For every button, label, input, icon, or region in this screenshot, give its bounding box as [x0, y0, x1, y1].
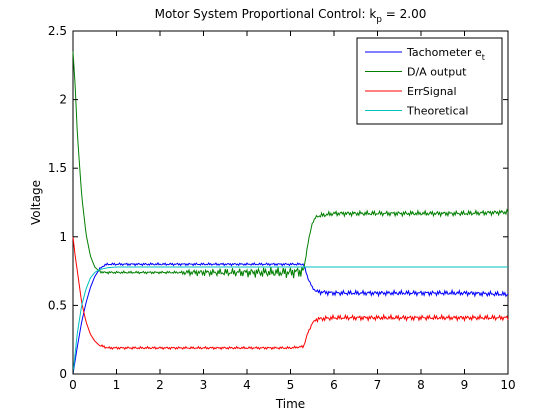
x-tick-label: 8 — [417, 378, 425, 392]
x-tick-label: 9 — [461, 378, 469, 392]
legend-items: Tachometer et D/A output ErrSignal Theoreti… — [365, 46, 485, 118]
series-line-3 — [72, 236, 509, 351]
y-axis-label: Voltage — [29, 180, 43, 225]
tick-layer: 0 1 2 3 4 5 6 7 8 9 10 0 0.5 1 1.5 2 2.5 — [48, 24, 516, 392]
series-layer — [72, 51, 509, 375]
legend-label-text: D/A output — [407, 66, 467, 79]
chart-title: Motor System Proportional Control: kp = … — [155, 7, 427, 25]
chart-title-subscript: p — [376, 15, 382, 25]
y-tick-label: 1.5 — [48, 161, 67, 175]
x-axis-label: Time — [275, 397, 305, 411]
chart-title-suffix: = 2.00 — [382, 7, 426, 21]
y-tick-label: 0 — [59, 367, 67, 381]
x-tick-label: 1 — [113, 378, 121, 392]
x-tick-label: 7 — [374, 378, 382, 392]
legend-label-1: Tachometer et — [406, 46, 485, 62]
y-tick-label: 1 — [59, 230, 67, 244]
chart-title-main: Motor System Proportional Control: k — [155, 7, 377, 21]
y-tick-label: 0.5 — [48, 298, 67, 312]
x-tick-label: 4 — [243, 378, 251, 392]
series-line-4 — [72, 266, 508, 375]
x-tick-label: 2 — [156, 378, 164, 392]
legend-label-4: Theoretical — [406, 105, 468, 118]
legend: Tachometer et D/A output ErrSignal Theoreti… — [356, 37, 503, 125]
x-tick-label: 10 — [500, 378, 515, 392]
y-tick-label: 2.5 — [48, 24, 67, 38]
legend-label-subscript: t — [482, 53, 485, 62]
x-tick-label: 6 — [330, 378, 338, 392]
x-tick-label: 3 — [200, 378, 208, 392]
x-tick-label: 0 — [69, 378, 77, 392]
legend-label-text: Theoretical — [406, 105, 468, 118]
legend-label-text: Tachometer e — [406, 46, 482, 59]
legend-label-3: ErrSignal — [407, 85, 457, 98]
x-tick-label: 5 — [287, 378, 295, 392]
y-tick-label: 2 — [59, 93, 67, 107]
legend-label-text: ErrSignal — [407, 85, 457, 98]
series-line-2 — [72, 51, 509, 279]
legend-label-2: D/A output — [407, 66, 467, 79]
series-line-1 — [72, 261, 509, 375]
